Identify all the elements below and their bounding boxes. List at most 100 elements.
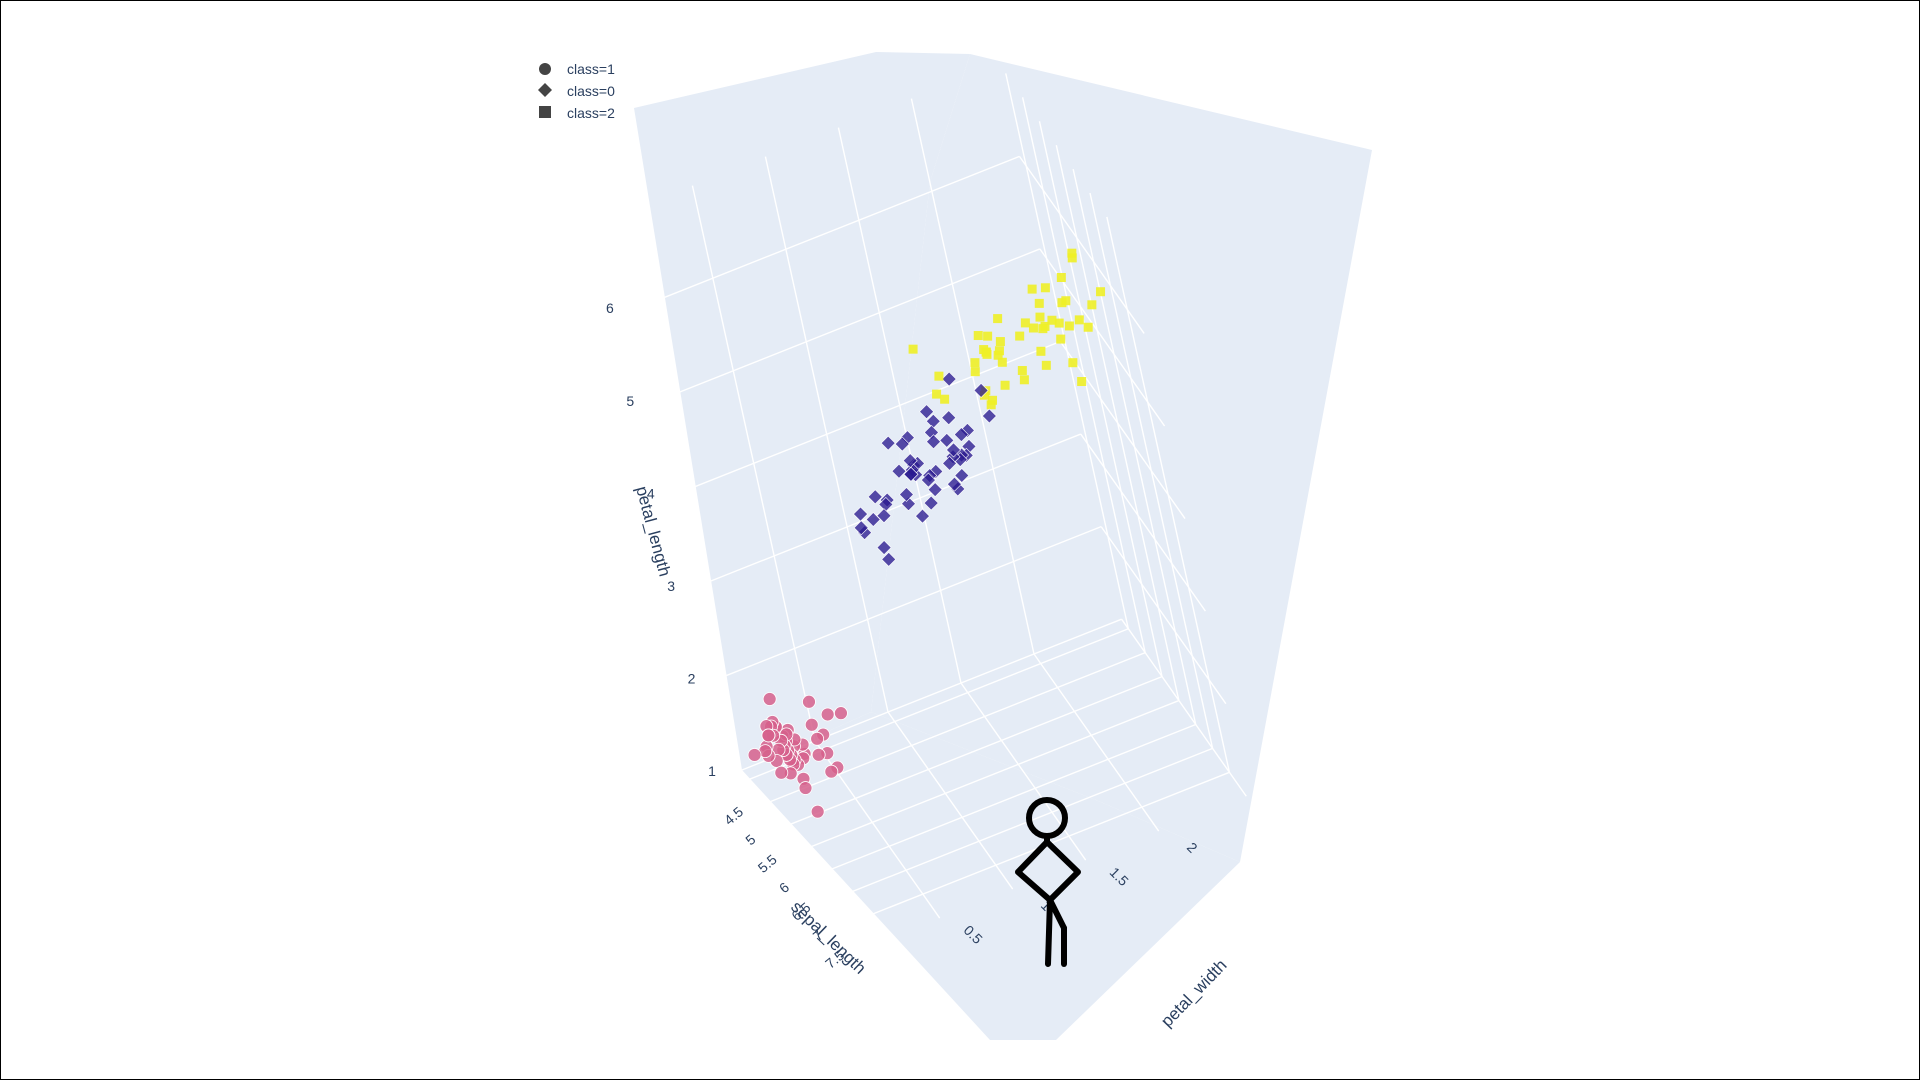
point-class=0 <box>920 472 936 488</box>
point-class=2 <box>979 390 989 400</box>
point-class=0 <box>941 410 957 426</box>
grid-line-z <box>1100 526 1227 705</box>
legend-square-icon <box>539 106 551 118</box>
legend-item-class-1[interactable]: class=1 <box>539 61 615 77</box>
point-class=1 <box>834 706 848 721</box>
grid-line-z <box>1080 433 1207 612</box>
point-class=0 <box>919 404 934 420</box>
legend-item-class-2[interactable]: class=2 <box>539 105 615 121</box>
point-class=2 <box>1067 248 1077 258</box>
point-class=2 <box>934 371 944 381</box>
point-class=2 <box>993 350 1003 360</box>
point-class=2 <box>1064 321 1074 331</box>
grid-line-x <box>832 747 1213 900</box>
grid-lines <box>639 73 1247 924</box>
point-class=0 <box>853 520 869 536</box>
x-tick-label: 6 <box>776 879 792 896</box>
point-class=0 <box>954 468 970 483</box>
point-class=1 <box>762 692 777 706</box>
grid-line-z <box>660 248 1041 401</box>
z-tick-label: 5 <box>626 393 634 409</box>
legend-diamond-icon <box>538 83 552 97</box>
point-class=2 <box>1000 380 1010 390</box>
point-class=2 <box>1035 312 1045 322</box>
point-class=1 <box>824 764 839 779</box>
legend-label: class=1 <box>567 61 615 77</box>
back-wall-left <box>634 52 970 770</box>
point-class=1 <box>804 717 819 732</box>
point-class=2 <box>1068 358 1078 368</box>
point-class=2 <box>1041 360 1051 370</box>
grid-line-x <box>1106 216 1231 773</box>
point-class=2 <box>1083 322 1093 332</box>
stick-figure-icon <box>1015 797 1081 967</box>
point-class=0 <box>876 540 892 556</box>
grid-line-x <box>782 675 1163 829</box>
point-class=2 <box>1057 298 1067 308</box>
point-class=2 <box>995 337 1005 347</box>
point-class=1 <box>810 731 825 746</box>
point-class=2 <box>1015 331 1025 341</box>
x-tick-label: 4.5 <box>721 803 746 828</box>
point-class=1 <box>802 694 816 709</box>
grid-line-z <box>680 340 1061 493</box>
point-class=2 <box>993 314 1003 324</box>
point-class=2 <box>1028 323 1038 333</box>
grid-line-x <box>799 699 1180 852</box>
grid-line-y <box>960 682 1087 861</box>
point-class=2 <box>970 358 980 368</box>
point-class=2 <box>973 331 983 341</box>
grid-line-z <box>1121 618 1247 797</box>
point-class=0 <box>923 495 939 511</box>
point-class=2 <box>997 357 1007 367</box>
point-class=0 <box>876 508 892 524</box>
point-class=0 <box>902 453 918 469</box>
point-class=2 <box>932 389 942 399</box>
grid-line-x <box>1021 97 1146 653</box>
point-class=1 <box>820 707 835 722</box>
point-class=0 <box>915 508 930 524</box>
point-class=0 <box>981 408 997 424</box>
point-class=2 <box>986 400 996 410</box>
z-tick-label: 2 <box>688 670 696 686</box>
point-class=2 <box>1038 324 1048 334</box>
point-class=2 <box>1067 253 1077 263</box>
point-class=2 <box>1047 315 1057 325</box>
point-class=2 <box>1017 366 1027 376</box>
point-class=0 <box>927 482 943 498</box>
grid-line-y <box>837 127 962 684</box>
point-class=2 <box>1020 318 1030 328</box>
point-class=0 <box>894 436 910 452</box>
point-class=2 <box>983 331 993 341</box>
point-class=0 <box>899 487 914 502</box>
legend-item-class-0[interactable]: class=0 <box>538 83 615 99</box>
point-class=2 <box>1036 346 1046 356</box>
point-class=1 <box>811 747 826 762</box>
point-class=1 <box>774 765 789 780</box>
point-class=2 <box>1074 315 1084 325</box>
z-tick-label: 4 <box>647 485 655 501</box>
point-class=1 <box>747 748 762 762</box>
grid-line-z <box>700 433 1081 586</box>
grid-line-y <box>764 156 889 713</box>
point-class=0 <box>942 455 957 471</box>
grid-line-z <box>721 525 1102 679</box>
z-axis-title: petal_length <box>632 484 674 578</box>
point-class=2 <box>1019 375 1029 385</box>
point-class=2 <box>908 344 918 354</box>
point-class=2 <box>1040 283 1050 293</box>
point-class=0 <box>946 442 961 458</box>
data-points <box>747 248 1106 819</box>
point-class=1 <box>761 728 776 743</box>
point-class=0 <box>891 463 907 479</box>
legend[interactable]: class=1 class=0 class=2 <box>538 61 615 121</box>
point-class=0 <box>941 371 957 387</box>
legend-label: class=2 <box>567 105 615 121</box>
grid-line-x <box>1089 192 1214 749</box>
point-class=0 <box>880 435 896 451</box>
point-class=2 <box>1056 272 1066 282</box>
point-class=0 <box>867 489 883 505</box>
point-class=2 <box>1027 284 1037 294</box>
grid-line-y <box>691 185 816 742</box>
